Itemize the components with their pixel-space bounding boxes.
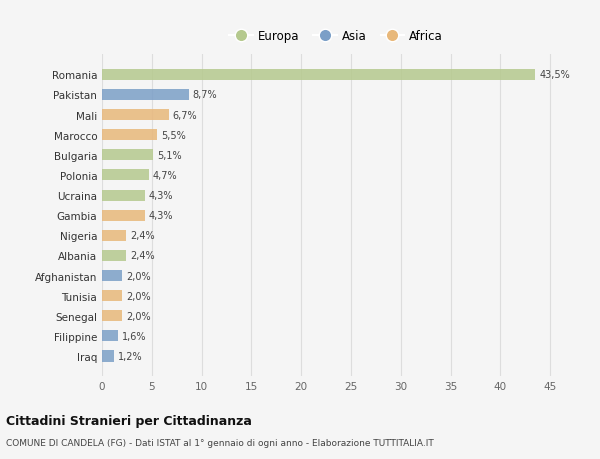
Bar xyxy=(102,210,145,221)
Text: Cittadini Stranieri per Cittadinanza: Cittadini Stranieri per Cittadinanza xyxy=(6,414,252,428)
Text: 5,5%: 5,5% xyxy=(161,130,185,140)
Text: COMUNE DI CANDELA (FG) - Dati ISTAT al 1° gennaio di ogni anno - Elaborazione TU: COMUNE DI CANDELA (FG) - Dati ISTAT al 1… xyxy=(6,438,434,447)
Bar xyxy=(102,351,114,362)
Text: 2,4%: 2,4% xyxy=(130,251,155,261)
Bar xyxy=(102,270,122,281)
Text: 2,0%: 2,0% xyxy=(126,271,151,281)
Text: 1,6%: 1,6% xyxy=(122,331,146,341)
Bar xyxy=(102,291,122,302)
Text: 6,7%: 6,7% xyxy=(173,110,197,120)
Bar xyxy=(102,330,118,341)
Text: 4,3%: 4,3% xyxy=(149,211,173,221)
Text: 4,7%: 4,7% xyxy=(153,171,178,180)
Bar xyxy=(102,90,188,101)
Bar xyxy=(102,230,126,241)
Bar xyxy=(102,70,535,81)
Bar xyxy=(102,190,145,201)
Bar xyxy=(102,130,157,141)
Text: 8,7%: 8,7% xyxy=(193,90,217,100)
Text: 2,0%: 2,0% xyxy=(126,291,151,301)
Bar xyxy=(102,250,126,262)
Text: 5,1%: 5,1% xyxy=(157,151,181,161)
Text: 4,3%: 4,3% xyxy=(149,190,173,201)
Text: 2,4%: 2,4% xyxy=(130,231,155,241)
Bar xyxy=(102,110,169,121)
Text: 1,2%: 1,2% xyxy=(118,351,143,361)
Bar xyxy=(102,170,149,181)
Bar xyxy=(102,150,153,161)
Text: 43,5%: 43,5% xyxy=(539,70,570,80)
Bar xyxy=(102,311,122,322)
Text: 2,0%: 2,0% xyxy=(126,311,151,321)
Legend: Europa, Asia, Africa: Europa, Asia, Africa xyxy=(224,26,448,48)
